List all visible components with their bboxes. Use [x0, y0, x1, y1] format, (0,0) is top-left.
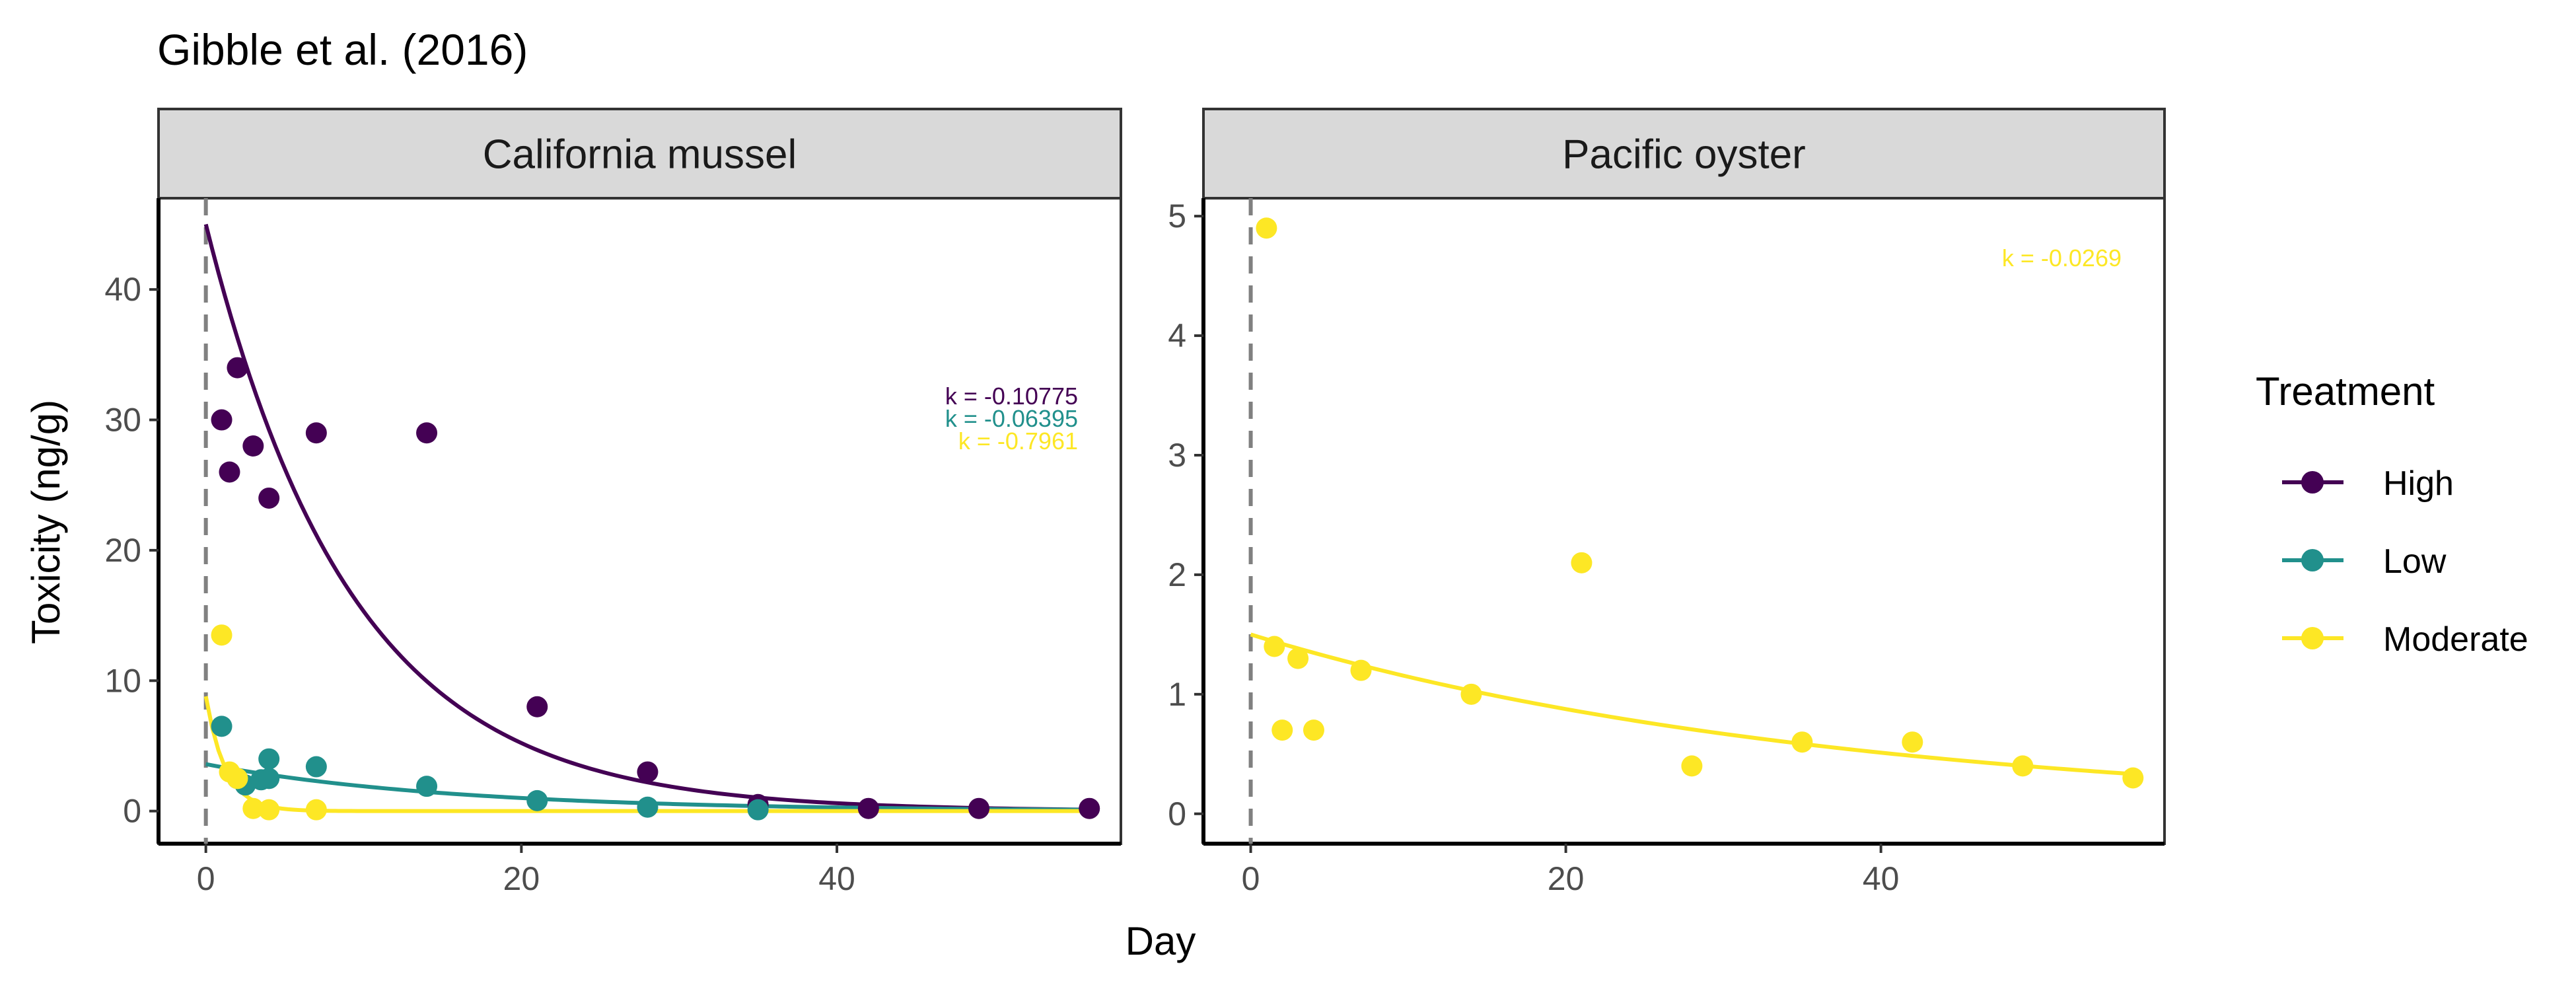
- legend-item-high: High: [2282, 464, 2454, 503]
- k-label-low: k = -0.06395: [945, 405, 1078, 432]
- y-tick-label: 10: [104, 662, 141, 699]
- point-moderate: [227, 768, 248, 789]
- point-moderate: [1791, 731, 1813, 753]
- panel-border: [1202, 197, 2166, 845]
- x-tick-label: 20: [1548, 860, 1585, 897]
- y-tick-label: 40: [104, 271, 141, 308]
- point-moderate: [258, 799, 280, 821]
- y-tick-label: 5: [1168, 198, 1186, 235]
- fit-line-moderate: [1250, 632, 2133, 776]
- point-moderate: [1264, 636, 1285, 657]
- point-moderate: [211, 624, 233, 646]
- point-moderate: [242, 797, 264, 819]
- point-low: [637, 796, 659, 818]
- x-tick-label: 0: [1242, 860, 1260, 897]
- x-tick-label: 0: [197, 860, 215, 897]
- point-low: [211, 716, 233, 737]
- point-moderate: [1303, 719, 1324, 741]
- y-tick-label: 0: [123, 793, 141, 830]
- y-tick-label: 4: [1168, 317, 1186, 354]
- facet-strip-label: Pacific oyster: [1562, 132, 1806, 178]
- legend-item-low: Low: [2282, 542, 2447, 581]
- point-low: [416, 776, 438, 797]
- facet-strip-label: California mussel: [483, 132, 797, 178]
- k-label-moderate: k = -0.0269: [2002, 244, 2122, 272]
- legend-item-moderate: Moderate: [2282, 620, 2528, 659]
- point-high: [637, 761, 659, 783]
- point-high: [1079, 797, 1100, 819]
- y-tick-label: 0: [1168, 795, 1186, 832]
- legend: Treatment High Low Moderate: [2256, 369, 2528, 659]
- x-tick-label: 20: [503, 860, 540, 897]
- legend-title: Treatment: [2256, 369, 2435, 414]
- point-moderate: [1287, 647, 1309, 669]
- point-moderate: [1460, 683, 1482, 705]
- point-high: [227, 357, 248, 379]
- point-moderate: [2122, 767, 2144, 789]
- k-label-high: k = -0.10775: [945, 383, 1078, 410]
- point-high: [305, 422, 327, 444]
- point-high: [219, 461, 240, 483]
- point-high: [258, 487, 280, 509]
- legend-key-point: [2301, 627, 2324, 649]
- point-low: [258, 748, 280, 770]
- y-tick-label: 2: [1168, 556, 1186, 593]
- legend-label: Low: [2383, 542, 2447, 581]
- point-moderate: [1256, 217, 1277, 239]
- legend-label: High: [2383, 464, 2454, 503]
- chart-title: Gibble et al. (2016): [157, 25, 528, 74]
- point-moderate: [1902, 731, 1923, 753]
- point-low: [258, 768, 280, 789]
- point-moderate: [2012, 755, 2034, 777]
- point-high: [857, 797, 879, 819]
- point-low: [747, 799, 769, 821]
- x-tick-label: 40: [818, 860, 855, 897]
- k-label-moderate: k = -0.7961: [958, 427, 1078, 455]
- x-axis-title: Day: [1126, 919, 1196, 963]
- panel-0: California mussel 0 10 20 30 40 0 20 40 k = -0.10…: [104, 108, 1122, 897]
- point-high: [968, 797, 990, 819]
- point-high: [526, 696, 548, 717]
- y-tick-label: 3: [1168, 437, 1186, 474]
- legend-key-point: [2301, 549, 2324, 571]
- point-high: [242, 435, 264, 457]
- facet-strip: [1202, 108, 2166, 200]
- facet-strip: [157, 108, 1122, 200]
- panel-border: [157, 197, 1122, 845]
- point-moderate: [1350, 659, 1372, 681]
- y-tick-label: 1: [1168, 676, 1186, 713]
- point-high: [211, 409, 233, 431]
- y-tick-label: 20: [104, 532, 141, 569]
- point-low: [305, 756, 327, 778]
- point-high: [416, 422, 438, 444]
- point-moderate: [1571, 552, 1592, 573]
- y-axis-title: Toxicity (ng/g): [24, 400, 68, 644]
- point-low: [526, 789, 548, 811]
- point-moderate: [305, 799, 327, 821]
- x-tick-label: 40: [1863, 860, 1900, 897]
- point-moderate: [1271, 719, 1293, 741]
- y-tick-label: 30: [104, 402, 141, 439]
- legend-key-point: [2301, 471, 2324, 494]
- legend-label: Moderate: [2383, 620, 2528, 659]
- point-moderate: [1681, 755, 1703, 777]
- panel-1: Pacific oyster 0 1 2 3 4 5 0 20 40 k = -0.0269: [1168, 108, 2166, 897]
